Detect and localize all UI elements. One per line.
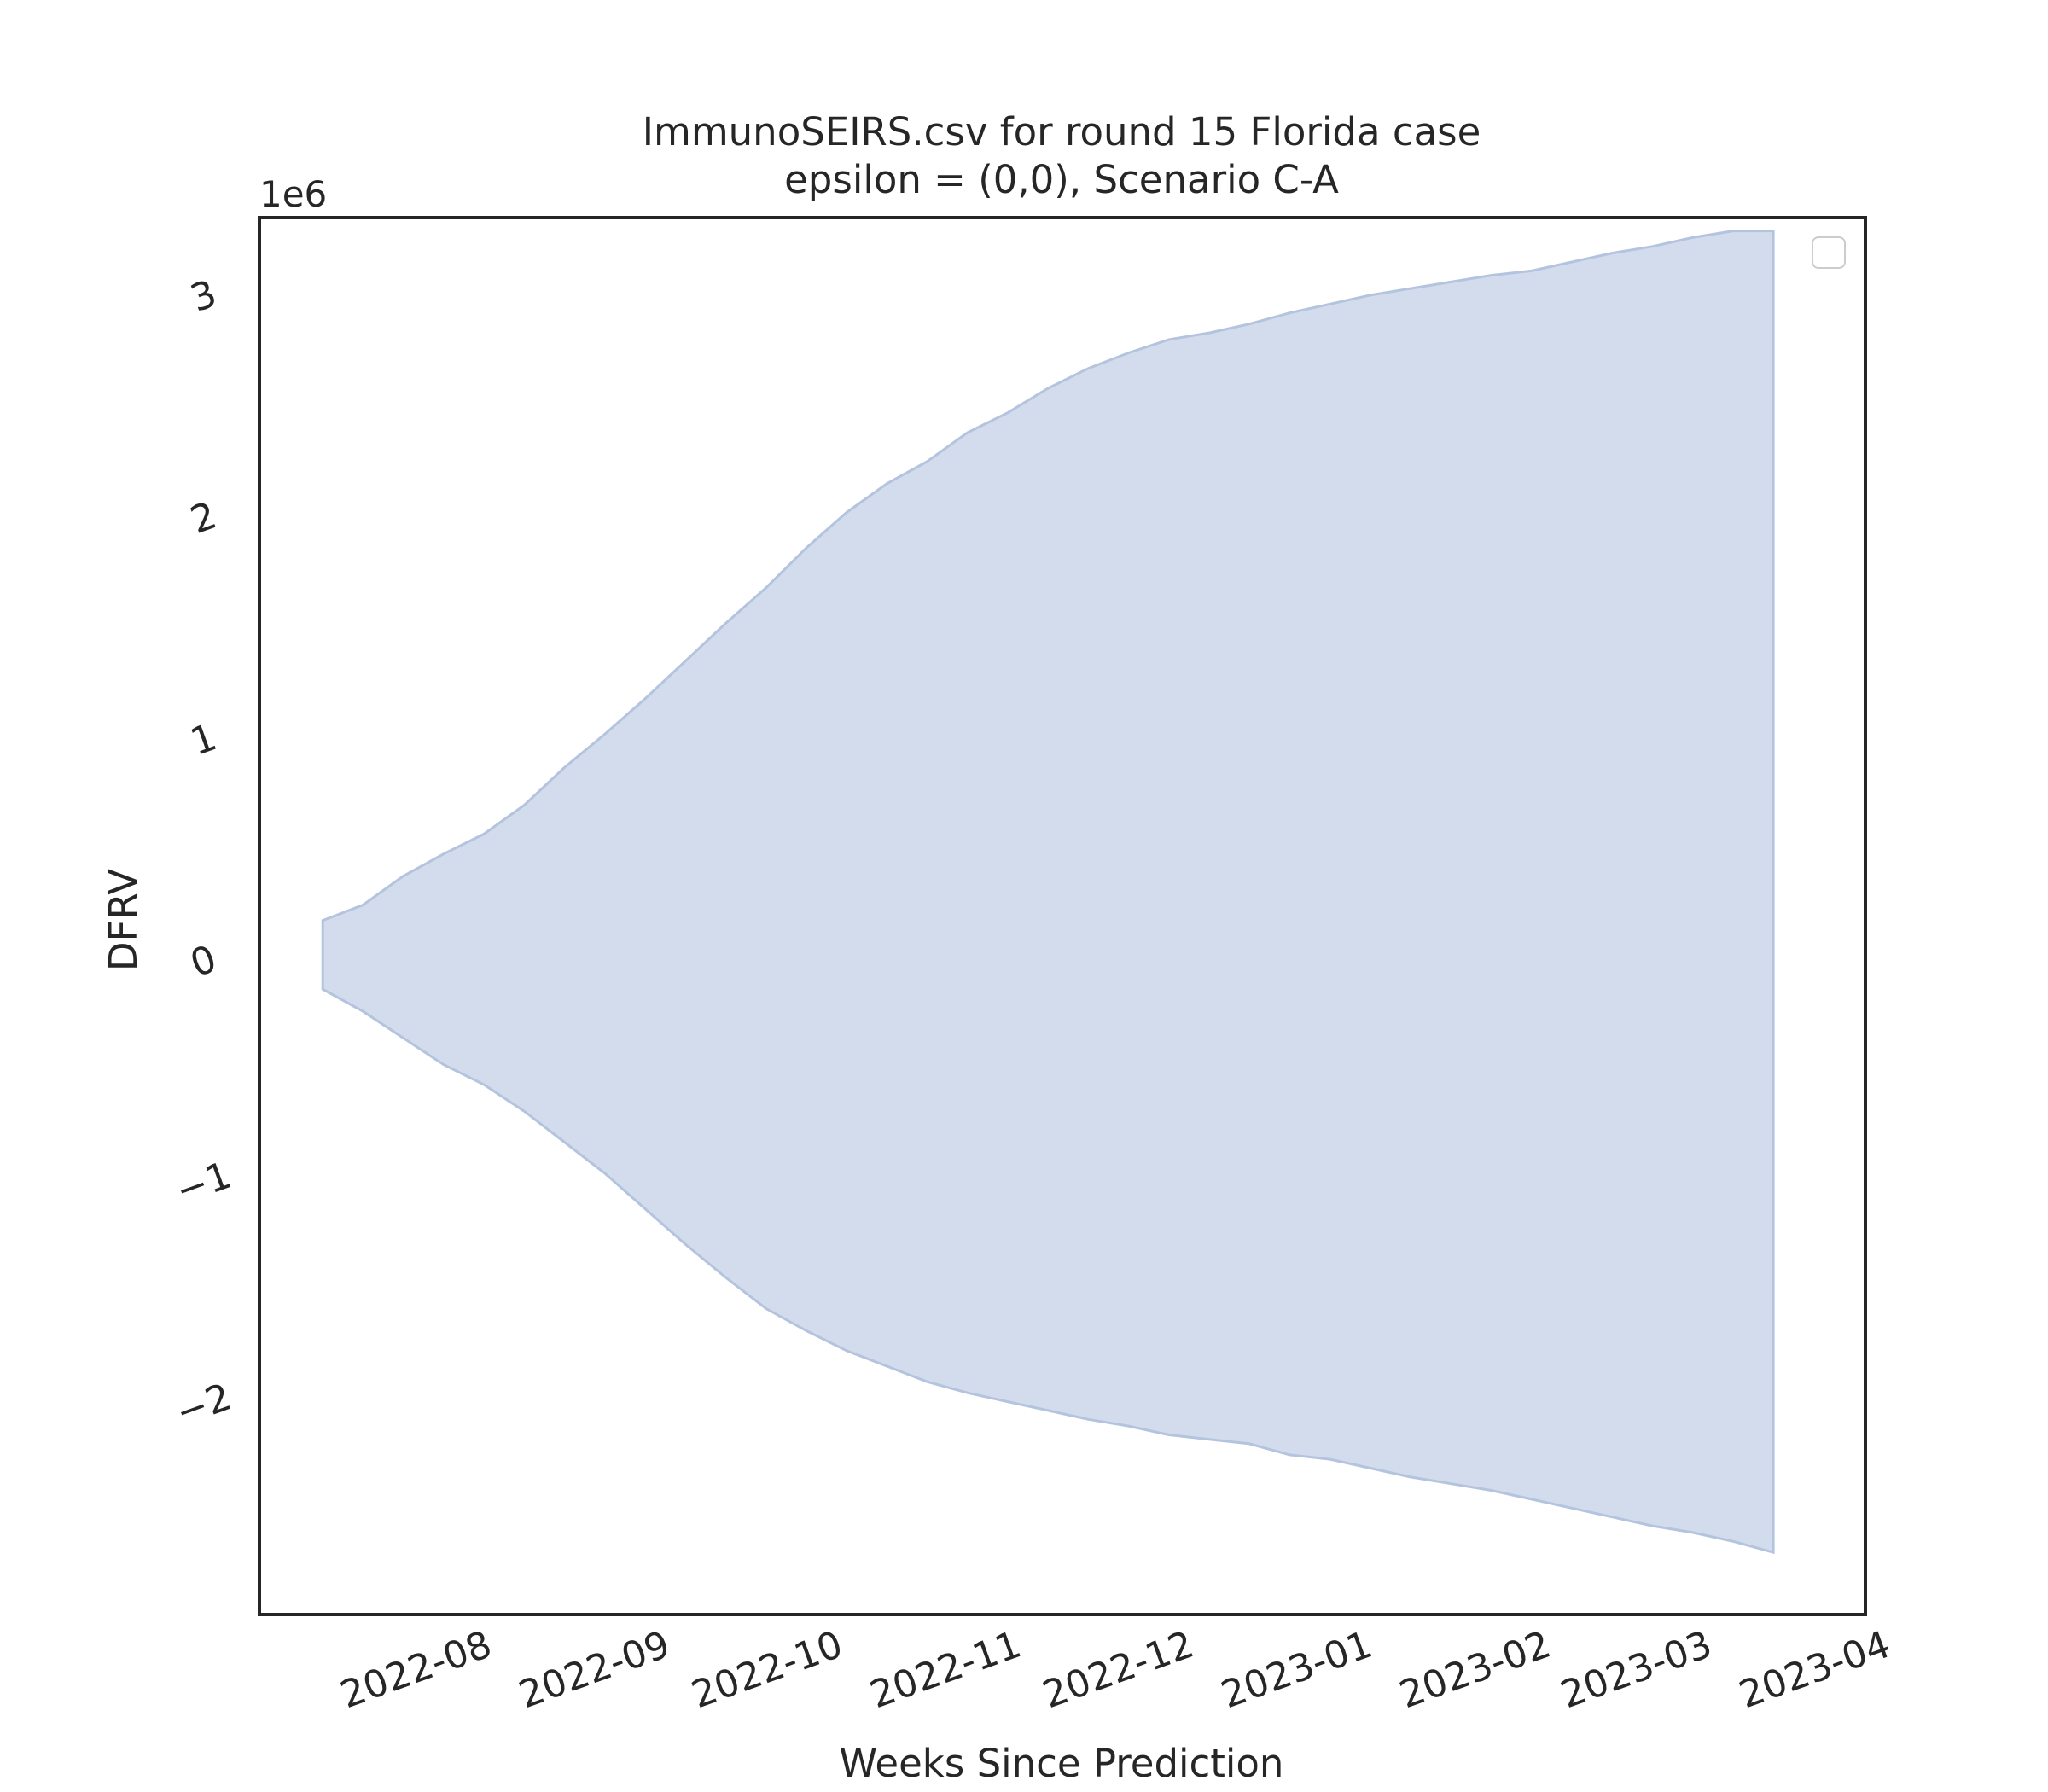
- y-tick-label: 0: [185, 937, 223, 986]
- chart-title-line-1: ImmunoSEIRS.csv for round 15 Florida cas…: [643, 109, 1481, 154]
- y-tick-label: −2: [170, 1376, 236, 1435]
- plot-frame: [258, 216, 1867, 1616]
- x-tick-label: 2023-03: [1555, 1623, 1717, 1718]
- plot-area: [321, 230, 1775, 1555]
- x-tick-label: 2022-10: [686, 1623, 848, 1718]
- y-axis-label: DFRV: [101, 869, 146, 971]
- chart-title-line-2: epsilon = (0,0), Scenario C-A: [784, 157, 1339, 202]
- x-tick-label: 2023-04: [1734, 1623, 1896, 1718]
- x-axis-label: Weeks Since Prediction: [840, 1741, 1284, 1786]
- x-tick-label: 2022-09: [514, 1623, 676, 1718]
- confidence-band-0: [321, 230, 1775, 1555]
- x-tick-label: 2023-02: [1394, 1623, 1556, 1718]
- x-tick-label: 2022-08: [335, 1623, 497, 1718]
- y-axis: −2 −1 0 1 2 3: [170, 272, 236, 1435]
- y-tick-label: 1: [185, 715, 223, 765]
- y-tick-label: −1: [170, 1154, 236, 1213]
- y-offset-label: 1e6: [259, 173, 327, 215]
- x-tick-label: 2022-12: [1037, 1623, 1199, 1718]
- legend-box: [1812, 236, 1846, 269]
- x-axis: 2022-08 2022-09 2022-10 2022-11 2022-12 2023-…: [335, 1623, 1895, 1718]
- x-tick-label: 2023-01: [1216, 1623, 1378, 1718]
- y-tick-label: 2: [185, 493, 223, 543]
- y-tick-label: 3: [185, 272, 223, 322]
- x-tick-label: 2022-11: [864, 1623, 1027, 1718]
